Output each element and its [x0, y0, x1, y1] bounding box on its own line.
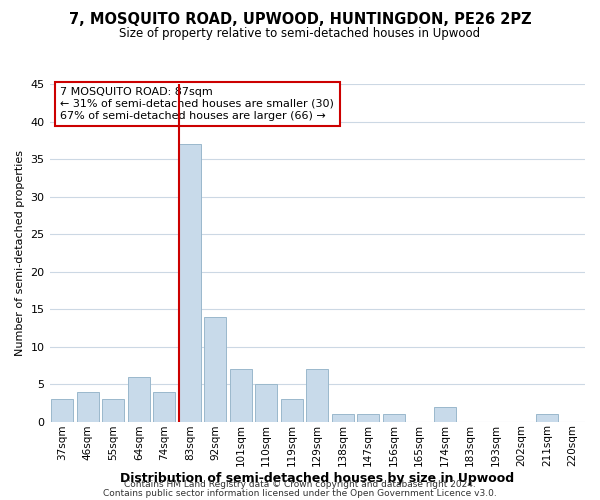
Bar	[154, 392, 175, 422]
X-axis label: Distribution of semi-detached houses by size in Upwood: Distribution of semi-detached houses by …	[120, 472, 514, 485]
Bar	[256, 384, 277, 422]
Bar	[77, 392, 98, 422]
Bar	[307, 369, 328, 422]
Text: 7 MOSQUITO ROAD: 87sqm
← 31% of semi-detached houses are smaller (30)
67% of sem: 7 MOSQUITO ROAD: 87sqm ← 31% of semi-det…	[60, 88, 334, 120]
Y-axis label: Number of semi-detached properties: Number of semi-detached properties	[15, 150, 25, 356]
Text: Contains HM Land Registry data © Crown copyright and database right 2024.: Contains HM Land Registry data © Crown c…	[124, 480, 476, 489]
Bar	[281, 399, 302, 421]
Bar	[383, 414, 404, 422]
Bar	[332, 414, 353, 422]
Text: Contains public sector information licensed under the Open Government Licence v3: Contains public sector information licen…	[103, 488, 497, 498]
Bar	[358, 414, 379, 422]
Bar	[230, 369, 251, 422]
Bar	[52, 399, 73, 421]
Text: Size of property relative to semi-detached houses in Upwood: Size of property relative to semi-detach…	[119, 28, 481, 40]
Bar	[434, 406, 455, 422]
Bar	[128, 376, 149, 422]
Text: 7, MOSQUITO ROAD, UPWOOD, HUNTINGDON, PE26 2PZ: 7, MOSQUITO ROAD, UPWOOD, HUNTINGDON, PE…	[68, 12, 532, 28]
Bar	[103, 399, 124, 421]
Bar	[205, 316, 226, 422]
Bar	[179, 144, 200, 421]
Bar	[536, 414, 557, 422]
